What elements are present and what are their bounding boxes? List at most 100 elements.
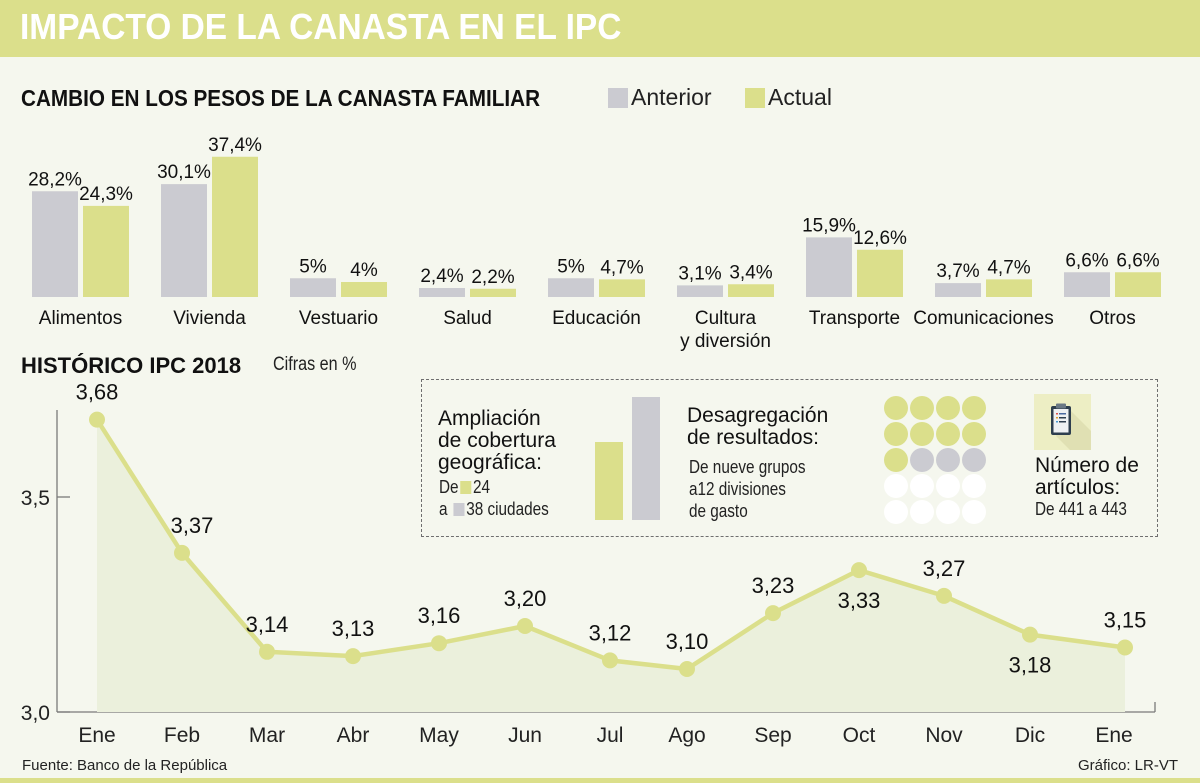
month-label: Nov bbox=[925, 724, 963, 747]
bar-category-label: Transporte bbox=[809, 308, 900, 329]
ipc-point bbox=[517, 618, 533, 634]
line-area bbox=[97, 419, 1125, 712]
bar-value-label: 3,7% bbox=[936, 261, 979, 282]
legend-label-actual: Actual bbox=[768, 84, 832, 110]
bar-value-label: 6,6% bbox=[1065, 250, 1108, 271]
coverage-to-prefix: a bbox=[439, 499, 448, 519]
month-label: Ene bbox=[78, 724, 115, 747]
division-dot bbox=[962, 422, 986, 446]
bar-category-label: Alimentos bbox=[39, 308, 122, 329]
ipc-point bbox=[936, 587, 952, 604]
bar-value-label: 3,4% bbox=[729, 262, 772, 283]
title-banner: IMPACTO DE LA CANASTA EN EL IPC bbox=[0, 0, 1200, 57]
bar-category-label: Vivienda bbox=[173, 308, 246, 329]
bar-category-label: Educación bbox=[552, 308, 641, 329]
coverage-title: Ampliación de cobertura geográfica: bbox=[438, 408, 556, 474]
coverage-title-line: de cobertura bbox=[438, 429, 556, 452]
credit-note: Gráfico: LR-VT bbox=[1077, 757, 1178, 774]
division-dot bbox=[884, 474, 908, 498]
line-chart-subtitle: Cifras en % bbox=[273, 354, 357, 375]
ipc-value-label: 3,13 bbox=[332, 616, 375, 641]
ipc-value-label: 3,23 bbox=[752, 573, 795, 598]
division-dot bbox=[936, 474, 960, 498]
disaggregation-title: Desagregación de resultados: bbox=[687, 405, 828, 449]
bar-category-label: Salud bbox=[443, 308, 492, 329]
bar-value-label: 4,7% bbox=[600, 257, 643, 278]
bar-anterior bbox=[548, 278, 594, 297]
bar-actual bbox=[341, 282, 387, 297]
bar-anterior bbox=[1064, 272, 1110, 297]
ipc-point bbox=[1117, 639, 1133, 656]
coverage-bar-24 bbox=[595, 442, 623, 520]
bar-chart-title: CAMBIO EN LOS PESOS DE LA CANASTA FAMILI… bbox=[21, 85, 541, 111]
disaggregation-title-line: de resultados: bbox=[687, 426, 819, 449]
division-dot bbox=[962, 500, 986, 524]
bar-value-label: 5% bbox=[299, 256, 327, 277]
articles-title: Número de artículos: bbox=[1035, 455, 1139, 499]
coverage-title-line: Ampliación bbox=[438, 407, 541, 430]
division-dot bbox=[910, 422, 934, 446]
articles-detail: De 441 a 443 bbox=[1035, 499, 1127, 519]
articles-title-line: Número de bbox=[1035, 454, 1139, 477]
bar-value-label: 4,7% bbox=[987, 257, 1030, 278]
month-label: Ago bbox=[668, 724, 705, 747]
bar-chart: 28,2%24,3% Alimentos 30,1% 37,4% Vivienda 5% 4… bbox=[28, 135, 1161, 352]
bar-anterior bbox=[161, 184, 207, 297]
bar-value-label: 24,3% bbox=[79, 184, 133, 205]
ipc-value-label: 3,12 bbox=[589, 620, 632, 645]
ipc-value-label: 3,16 bbox=[418, 603, 461, 628]
disaggregation-detail-line: de gasto bbox=[689, 501, 748, 521]
bar-anterior bbox=[290, 278, 336, 297]
bar-category-label: Comunicaciones bbox=[913, 308, 1053, 329]
division-dot bbox=[962, 448, 986, 472]
division-dot bbox=[884, 500, 908, 524]
page-title: IMPACTO DE LA CANASTA EN EL IPC bbox=[20, 6, 622, 47]
info-box bbox=[421, 379, 1158, 537]
month-label: Jul bbox=[597, 724, 624, 747]
bar-anterior bbox=[32, 191, 78, 297]
ipc-value-label: 3,14 bbox=[246, 612, 289, 637]
legend-swatch-actual bbox=[745, 87, 765, 108]
division-dot bbox=[936, 500, 960, 524]
legend-anterior: Anterior bbox=[608, 84, 712, 111]
division-dot bbox=[936, 448, 960, 472]
y-tick-label: 3,0 bbox=[21, 702, 50, 725]
ipc-point bbox=[431, 635, 447, 652]
ipc-point bbox=[851, 562, 867, 579]
ipc-point bbox=[1022, 626, 1038, 643]
disaggregation-title-line: Desagregación bbox=[687, 404, 829, 427]
month-label: Mar bbox=[249, 724, 285, 747]
month-label: Sep bbox=[754, 724, 791, 747]
coverage-from-value: 24 bbox=[473, 477, 491, 497]
legend-label-anterior: Anterior bbox=[631, 84, 712, 110]
disaggregation-detail-line: De nueve grupos bbox=[689, 457, 806, 477]
ipc-point bbox=[602, 652, 618, 669]
disaggregation-detail: De nueve grupos a12 divisiones de gasto bbox=[689, 456, 806, 522]
bar-actual bbox=[212, 156, 258, 297]
articles-title-line: artículos: bbox=[1035, 476, 1121, 499]
source-note: Fuente: Banco de la República bbox=[22, 757, 228, 774]
coverage-to-swatch bbox=[453, 503, 465, 516]
ipc-value-label: 3,15 bbox=[1104, 608, 1147, 633]
bar-actual bbox=[728, 284, 774, 297]
bar-actual bbox=[599, 279, 645, 297]
bar-value-label: 5% bbox=[557, 256, 585, 277]
bar-actual bbox=[857, 249, 903, 297]
bar-category-label: Otros bbox=[1089, 308, 1135, 329]
ipc-point bbox=[174, 544, 190, 561]
coverage-from: De 24 bbox=[439, 476, 490, 498]
bar-value-label: 3,1% bbox=[678, 263, 721, 284]
division-dot bbox=[910, 500, 934, 524]
month-label: Feb bbox=[164, 724, 200, 747]
bar-category-label: Cultura bbox=[695, 308, 757, 329]
bar-actual bbox=[83, 205, 129, 297]
ipc-point bbox=[259, 643, 275, 660]
bar-value-label: 6,6% bbox=[1116, 250, 1159, 271]
ipc-value-label: 3,20 bbox=[504, 586, 547, 611]
bar-anterior bbox=[806, 237, 852, 297]
ipc-value-label: 3,10 bbox=[666, 629, 709, 654]
month-label: Ene bbox=[1095, 724, 1132, 747]
division-dot bbox=[884, 422, 908, 446]
month-label: Jun bbox=[508, 724, 542, 747]
